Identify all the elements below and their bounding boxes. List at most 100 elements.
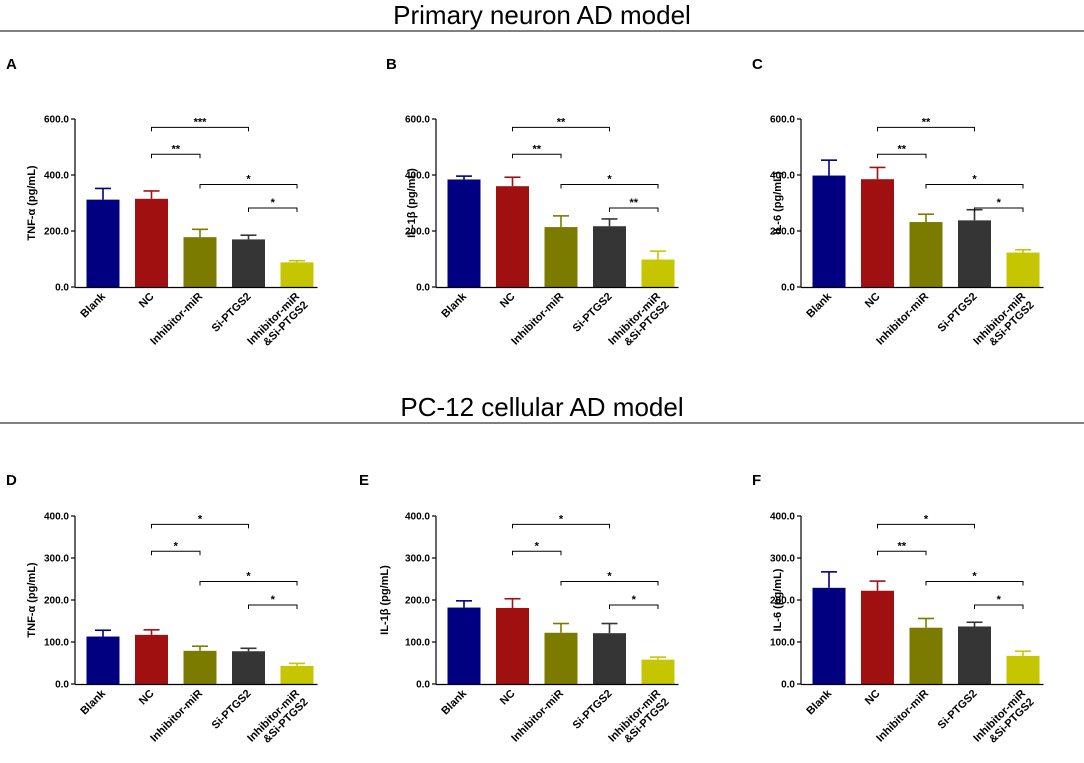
x-tick-label: NC: [137, 291, 157, 311]
x-tick-label: Inhibitor-miR&Si-PTGS2: [971, 688, 1036, 753]
y-tick-label: 200.0: [44, 596, 69, 607]
y-tick-label: 300.0: [770, 554, 795, 565]
significance-bracket: [877, 550, 927, 556]
y-tick-label: 0.0: [781, 680, 795, 691]
y-tick-label: 200.0: [405, 596, 430, 607]
significance-label: *: [924, 513, 929, 525]
x-tick-label: NC: [498, 688, 518, 708]
bar: [280, 262, 314, 287]
significance-bracket: [151, 550, 201, 556]
panel-letter: A: [6, 56, 17, 73]
bar: [593, 226, 626, 287]
y-tick-label: 400.0: [44, 512, 69, 523]
bar: [861, 179, 894, 287]
panel-f: F 0.0 100.0 200.0 300.0 400.0 IL-6 (pg/mL) Blan…: [752, 472, 1044, 753]
x-tick-label: NC: [863, 688, 883, 708]
y-tick-label: 0.0: [55, 283, 69, 294]
y-tick-label: 100.0: [44, 638, 69, 649]
bar: [544, 227, 578, 287]
significance-label: *: [535, 540, 540, 552]
significance-bracket: [925, 184, 1024, 189]
significance-label: *: [246, 174, 251, 186]
significance-label: ***: [194, 116, 208, 128]
significance-label: *: [997, 594, 1002, 606]
x-tick-label: Inhibitor-miR: [148, 688, 205, 745]
significance-label: *: [271, 594, 276, 606]
significance-bracket: [925, 581, 1024, 586]
y-axis-title: IL-6 (pg/mL): [772, 171, 784, 234]
panel-letter: B: [386, 56, 397, 73]
y-tick-label: 400.0: [770, 512, 795, 523]
panel-letter: E: [359, 472, 369, 489]
significance-label: **: [897, 143, 906, 155]
x-tick-label: Inhibitor-miR&Si-PTGS2: [245, 291, 310, 356]
y-tick-label: 0.0: [781, 283, 795, 294]
significance-label: *: [607, 174, 612, 186]
significance-bracket: [877, 126, 975, 132]
x-tick-label: Si-PTGS2: [210, 688, 254, 732]
x-tick-label: Inhibitor-miR: [874, 291, 931, 348]
significance-bracket: [560, 184, 659, 189]
y-tick-label: 400.0: [405, 512, 430, 523]
bar: [1006, 655, 1040, 684]
bar: [909, 627, 943, 684]
y-tick-label: 100.0: [405, 638, 430, 649]
y-tick-label: 600.0: [770, 115, 795, 126]
bar: [812, 587, 846, 684]
significance-label: **: [922, 116, 931, 128]
bar: [135, 634, 168, 684]
significance-label: *: [972, 571, 977, 583]
significance-bracket: [560, 581, 659, 586]
y-tick-label: 200.0: [770, 596, 795, 607]
panel-letter: F: [752, 472, 761, 489]
y-tick-label: 200.0: [770, 227, 795, 238]
x-tick-label: Inhibitor-miR&Si-PTGS2: [606, 291, 671, 356]
bar: [183, 650, 217, 684]
significance-bracket: [248, 207, 298, 213]
y-axis-title: TNF-α (pg/mL): [26, 165, 38, 241]
panel-letter: D: [6, 472, 17, 489]
y-tick-label: 0.0: [55, 680, 69, 691]
panel-d: D 0.0 100.0 200.0 300.0 400.0 TNF-α (pg/mL) Bla…: [6, 472, 318, 746]
x-tick-label: NC: [137, 688, 157, 708]
x-tick-label: Blank: [804, 290, 834, 320]
bar: [232, 651, 265, 684]
significance-bracket: [512, 550, 562, 556]
x-tick-label: NC: [863, 291, 883, 311]
significance-bracket: [877, 153, 927, 159]
bar: [496, 607, 529, 684]
section-title-top: Primary neuron AD model: [393, 0, 691, 30]
significance-bracket: [609, 207, 659, 213]
significance-label: *: [997, 197, 1002, 209]
panel-letter: C: [752, 56, 763, 73]
significance-bracket: [512, 153, 562, 159]
bar: [641, 259, 675, 287]
bar: [641, 659, 675, 684]
y-axis-title: TNF-α (pg/mL): [26, 562, 38, 638]
bar: [135, 198, 168, 287]
significance-label: *: [174, 540, 179, 552]
bar: [958, 220, 991, 287]
panel-e: E 0.0 100.0 200.0 300.0 400.0 IL-1β (pg/mL) Bla…: [359, 472, 679, 753]
significance-label: *: [246, 571, 251, 583]
x-tick-label: Inhibitor-miR: [148, 291, 205, 348]
significance-label: **: [171, 143, 180, 155]
x-tick-label: Blank: [439, 687, 469, 717]
y-tick-label: 400.0: [405, 171, 430, 182]
y-tick-label: 600.0: [405, 115, 430, 126]
y-tick-label: 200.0: [405, 227, 430, 238]
bar: [232, 239, 265, 287]
significance-bracket: [151, 126, 249, 132]
x-tick-label: NC: [498, 291, 518, 311]
bar: [86, 199, 120, 287]
bar: [593, 633, 626, 684]
x-tick-label: Si-PTGS2: [936, 291, 980, 335]
x-tick-label: Si-PTGS2: [571, 291, 615, 335]
significance-label: *: [271, 197, 276, 209]
bar: [812, 175, 846, 287]
x-tick-label: Blank: [78, 687, 108, 717]
x-tick-label: Inhibitor-miR&Si-PTGS2: [606, 688, 671, 753]
